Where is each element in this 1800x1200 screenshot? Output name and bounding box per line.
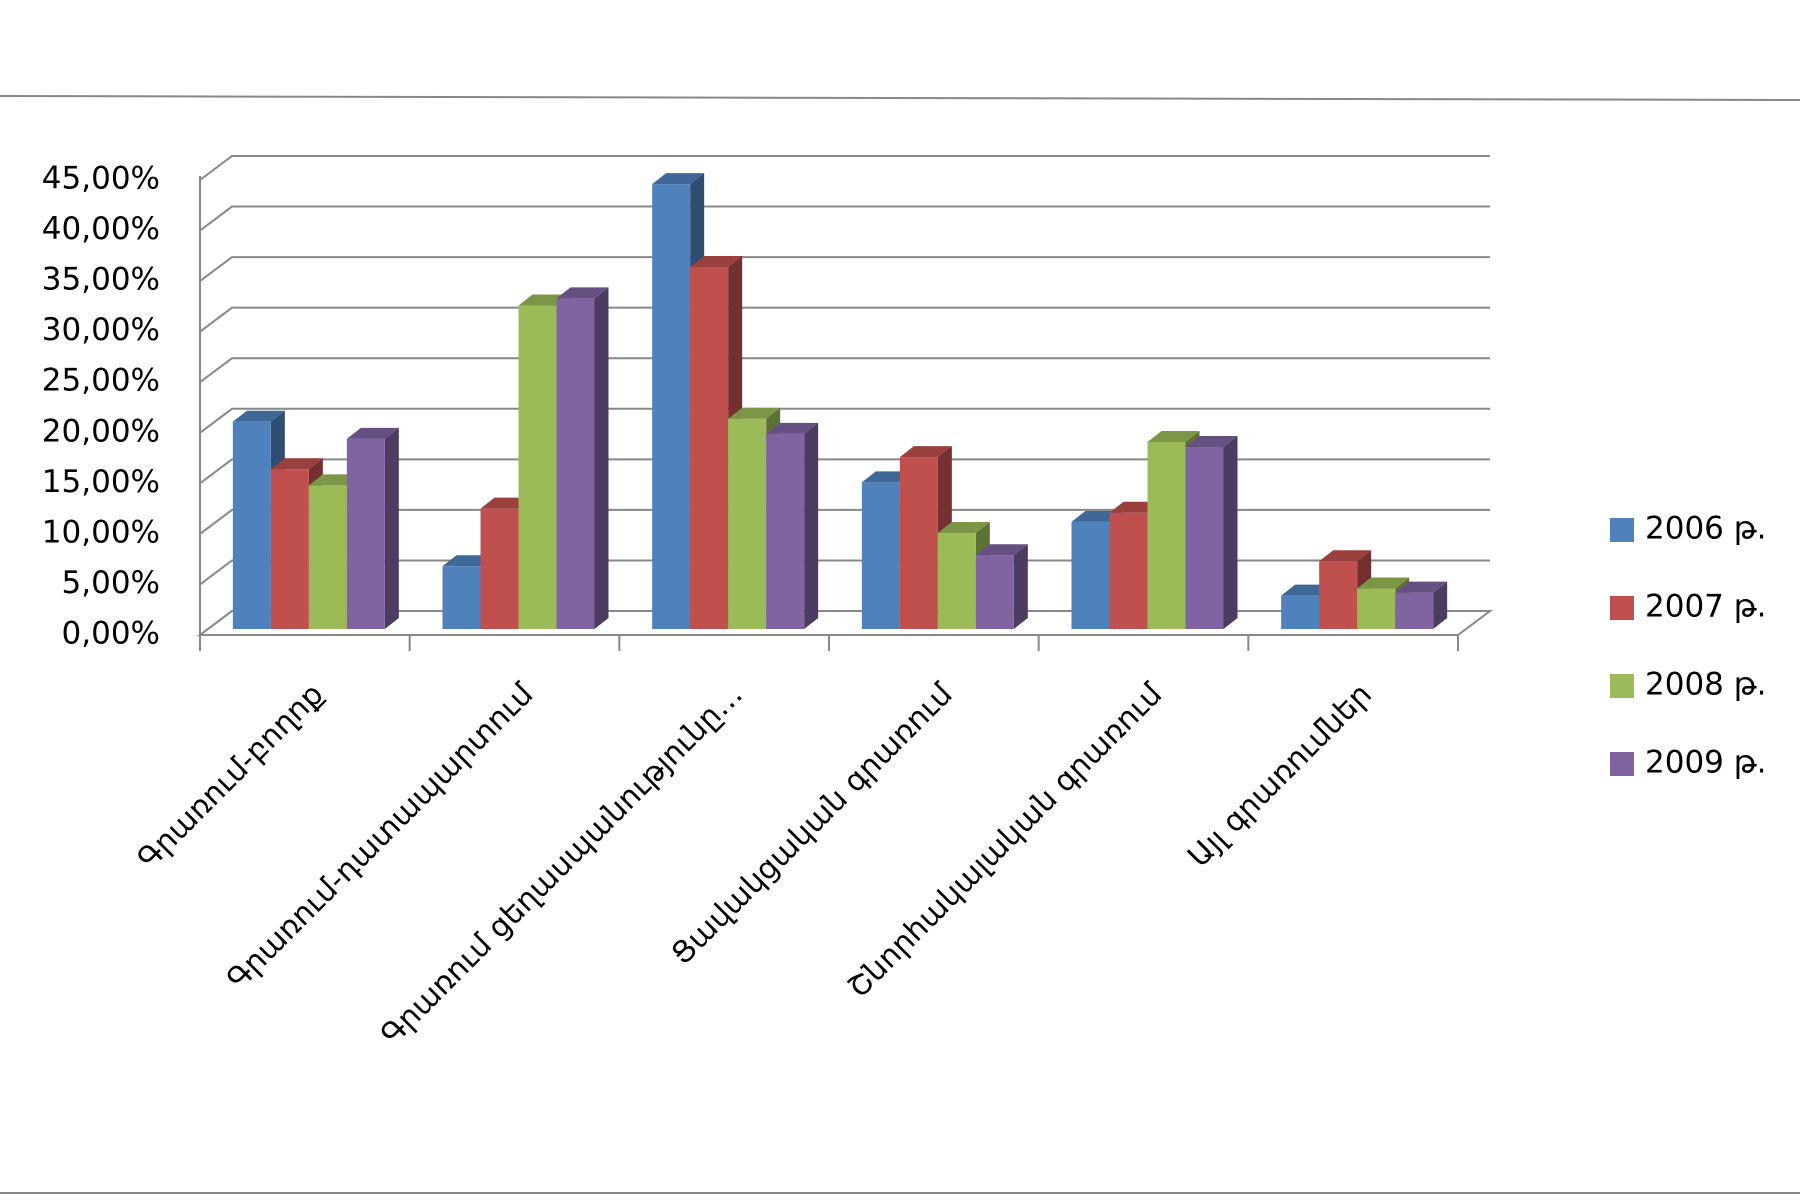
bar-top [1147,430,1200,442]
y-tick-label: 0,00% [62,616,160,652]
bar-front [442,566,481,629]
bar-front [899,457,938,629]
bar-top [346,427,399,439]
bar-front [1319,561,1358,629]
bar-top [1185,436,1238,447]
legend-label: 2007 թ. [1645,589,1767,625]
legend-label: 2009 թ. [1645,745,1767,781]
y-tick-label: 10,00% [42,514,160,550]
bar [975,544,1028,629]
grid-line [199,407,1490,434]
grid-line [199,508,1490,535]
legend-swatch [1610,518,1634,542]
bar [556,287,609,629]
grid-line [199,610,1490,636]
bar-front [270,469,309,629]
bar-front [518,305,557,629]
bar-top [270,458,323,470]
bar-front [652,184,691,629]
bar [346,427,399,629]
bar-front [1395,592,1434,629]
bar-front [861,482,900,629]
bar-side [804,422,819,629]
bar-front [937,532,976,629]
grid-line [199,256,1490,282]
x-tick-label: Գրառում-բողոք [131,677,331,877]
x-tick-label: Այլ գրառումներ [1181,677,1379,875]
bar-front [1357,588,1396,629]
bar-top [1357,577,1410,589]
bar-front [1147,441,1186,629]
bar-top [652,173,705,185]
grid-line [199,155,1490,181]
bar-top [556,287,609,299]
bar-side [1433,581,1448,629]
bar [1395,581,1448,629]
x-tick-label: Գրառում ցեղասպանությունը… [374,677,750,1053]
grid-line [199,458,1490,485]
bar-top [728,407,781,419]
grid-line [199,357,1490,384]
y-tick-label: 35,00% [42,262,160,298]
bar-front [308,485,347,629]
bar-front [1109,512,1148,629]
y-tick-label: 40,00% [42,211,160,247]
bar-front [1071,521,1110,629]
legend-swatch [1610,596,1634,620]
bar-top [690,256,743,268]
bar-front [690,267,729,629]
bar-top [1395,581,1448,593]
bar-top [937,521,990,533]
bar [1185,436,1238,629]
y-tick-label: 15,00% [42,464,160,500]
y-tick-label: 20,00% [42,413,160,449]
bar-front [480,508,519,629]
grid-line [199,306,1490,333]
bar-top [1319,550,1372,562]
bar-front [975,555,1014,629]
y-tick-label: 45,00% [42,161,160,197]
bar-front [766,433,805,629]
bar-front [728,418,767,629]
y-tick-label: 25,00% [42,363,160,399]
y-tick-label: 30,00% [42,312,160,348]
grid-line [199,559,1490,586]
grid-line [199,205,1490,232]
bar-side [384,427,399,629]
bar-front [1281,595,1320,629]
top-rule [0,95,1800,101]
bar [766,422,819,629]
bar-front [346,438,385,629]
bar-front [556,298,595,629]
bar-side [1013,544,1028,629]
bar-top [975,544,1028,556]
legend-swatch [1610,674,1634,698]
bar-side [594,287,609,629]
bar-front [1185,447,1224,629]
bar-top [232,410,285,422]
bar-top [766,422,819,434]
legend-label: 2006 թ. [1645,511,1767,547]
bar-front [232,421,271,629]
y-tick-label: 5,00% [62,565,160,601]
legend-label: 2008 թ. [1645,667,1767,703]
bar-side [1223,436,1238,629]
bar-top [899,446,952,458]
legend-swatch [1610,752,1634,776]
